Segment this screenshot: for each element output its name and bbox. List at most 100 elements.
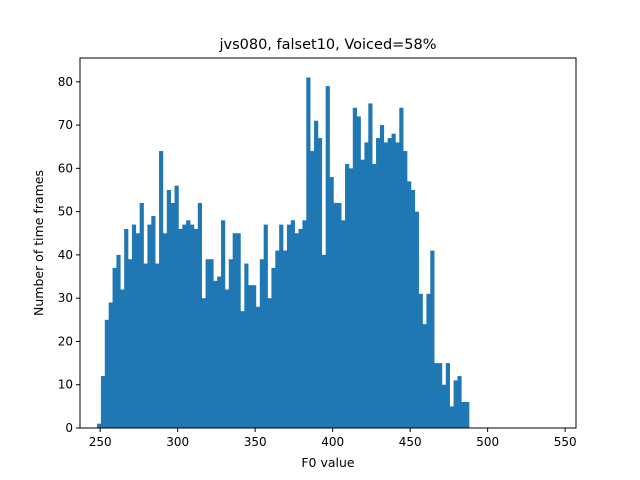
histogram-bar <box>407 181 412 428</box>
histogram-bar <box>399 107 404 428</box>
histogram-bar <box>143 263 148 428</box>
histogram-bar <box>252 285 257 428</box>
histogram-bar <box>151 215 156 428</box>
histogram-bar <box>364 142 369 428</box>
histogram-bar <box>263 224 268 428</box>
histogram-bar <box>430 250 435 428</box>
histogram-bar <box>170 202 175 428</box>
x-tick-label: 450 <box>399 435 422 449</box>
histogram-bar <box>120 289 125 428</box>
histogram-bar <box>465 402 470 428</box>
histogram-bar <box>135 233 140 428</box>
histogram-bar <box>325 86 330 428</box>
histogram-bar <box>379 125 385 429</box>
histogram-bar <box>100 376 106 428</box>
histogram-bar <box>321 254 326 428</box>
histogram-bar <box>290 220 295 428</box>
histogram-bar <box>345 164 350 429</box>
histogram-bar <box>337 202 342 428</box>
histogram-bar <box>186 220 191 428</box>
histogram-bar <box>294 233 299 428</box>
histogram-bar <box>131 224 137 428</box>
histogram-bar <box>329 177 334 428</box>
histogram-bar <box>182 224 187 428</box>
y-tick-label: 30 <box>58 291 73 305</box>
histogram-bar <box>376 138 381 429</box>
x-axis-ticks: 250 300 350 400 450 500 550 <box>89 428 577 449</box>
histogram-bar <box>104 319 109 428</box>
x-tick-label: 550 <box>554 435 577 449</box>
histogram-bar <box>418 293 423 428</box>
histogram-bar <box>228 259 233 428</box>
histogram-bar <box>434 363 439 428</box>
y-axis-ticks: 0 10 20 30 40 50 60 70 80 <box>58 75 80 435</box>
histogram-bar <box>422 324 427 428</box>
histogram-bar <box>449 406 454 428</box>
histogram-bar <box>197 202 202 428</box>
histogram-bar <box>244 263 249 428</box>
histogram-bar <box>441 384 447 428</box>
y-tick-label: 70 <box>58 118 73 132</box>
histogram-bar <box>310 151 315 428</box>
histogram-bar <box>333 202 338 428</box>
histogram-bar <box>341 220 346 428</box>
histogram-bar <box>461 402 466 428</box>
x-tick-label: 300 <box>166 435 189 449</box>
histogram-bar <box>97 423 102 428</box>
y-tick-label: 40 <box>58 248 73 262</box>
histogram-bar <box>426 293 431 428</box>
histogram-bar <box>302 220 307 428</box>
x-tick-label: 250 <box>89 435 112 449</box>
histogram-bar <box>159 151 164 428</box>
histogram-bar <box>348 168 354 428</box>
histogram-bar <box>445 363 450 428</box>
histogram-bar <box>221 220 226 428</box>
histogram-bar <box>124 228 129 428</box>
histogram-bar <box>155 263 160 428</box>
histogram-bar <box>306 77 311 428</box>
histogram-bar <box>205 259 210 428</box>
histogram-bar <box>201 298 206 428</box>
histogram-bar <box>283 250 288 428</box>
histogram-bar <box>314 120 319 428</box>
y-tick-label: 0 <box>65 421 73 435</box>
histogram-bar <box>232 233 237 428</box>
histogram-bar <box>438 363 443 428</box>
histogram-bar <box>360 159 365 428</box>
histogram-bar <box>193 228 199 428</box>
x-tick-label: 350 <box>244 435 267 449</box>
x-tick-label: 500 <box>476 435 499 449</box>
histogram-bar <box>298 228 303 428</box>
y-tick-label: 60 <box>58 161 73 175</box>
x-tick-label: 400 <box>321 435 344 449</box>
histogram-bar <box>178 228 183 428</box>
chart-title: jvs080, falset10, Voiced=58% <box>218 37 436 53</box>
histogram-bar <box>403 151 408 428</box>
histogram-bar <box>147 224 152 428</box>
bars-group <box>97 77 470 429</box>
histogram-bar <box>236 233 241 428</box>
histogram-bar <box>457 376 462 428</box>
histogram-bar <box>255 306 261 428</box>
histogram-bar <box>190 224 195 428</box>
histogram-bar <box>174 185 179 428</box>
histogram-bar <box>128 259 133 428</box>
histogram-bar <box>352 107 357 428</box>
x-axis-label: F0 value <box>301 455 355 470</box>
histogram-bar <box>213 280 218 428</box>
histogram-bar <box>162 233 168 428</box>
histogram-bar <box>166 189 171 428</box>
histogram-bar <box>414 211 419 428</box>
histogram-bar <box>286 224 292 428</box>
histogram-bar <box>259 259 264 428</box>
histogram-bar <box>410 189 416 428</box>
y-tick-label: 50 <box>58 205 73 219</box>
histogram-bar <box>217 276 222 428</box>
plot-frame <box>79 57 577 429</box>
y-tick-label: 20 <box>58 334 73 348</box>
histogram-bar <box>112 267 117 428</box>
y-tick-label: 10 <box>58 378 73 392</box>
y-tick-label: 80 <box>58 75 73 89</box>
histogram-bar <box>240 311 245 428</box>
